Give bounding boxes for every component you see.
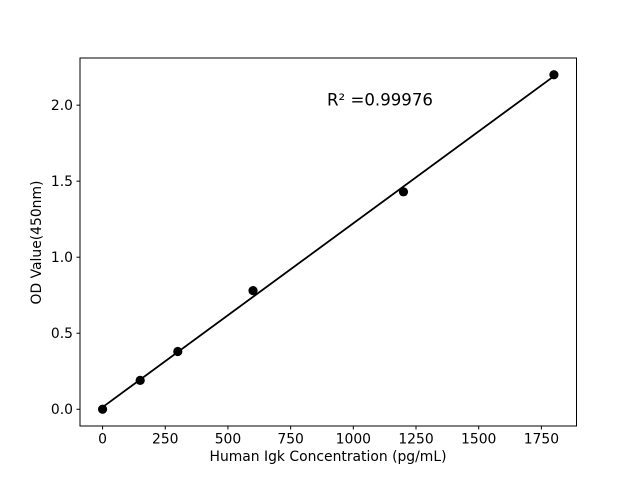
y-tick-label: 1.0 <box>51 250 73 266</box>
data-point <box>97 404 108 414</box>
data-point <box>549 70 559 80</box>
x-tick-label: 0 <box>98 432 107 448</box>
x-tick-label: 750 <box>277 432 304 448</box>
x-tick-label: 1250 <box>398 432 433 448</box>
y-tick-label: 2.0 <box>51 98 73 114</box>
x-tick-label: 250 <box>152 432 179 448</box>
data-point <box>173 346 183 357</box>
axes-frame <box>79 57 577 427</box>
y-axis-label: OD Value(450nm) <box>29 181 45 305</box>
data-point <box>135 375 145 385</box>
data-point <box>248 286 258 296</box>
y-tick-label: 0.0 <box>51 402 73 418</box>
data-point <box>398 187 409 197</box>
y-tick-label: 1.5 <box>51 174 73 190</box>
x-tick-label: 500 <box>215 432 242 448</box>
x-axis-label: Human Igk Concentration (pg/mL) <box>210 449 447 465</box>
y-tick-label: 0.5 <box>51 326 73 342</box>
plot-area: 0 250 500 750 1000 1250 1500 1750 0.0 0.5 1.0 1.5 2.… <box>51 57 577 448</box>
fit-line <box>101 75 555 409</box>
x-tick-label: 1000 <box>336 432 371 448</box>
x-tick-label: 1750 <box>524 432 559 448</box>
x-tick-label: 1500 <box>461 432 496 448</box>
r-squared-annotation: R² =0.99976 <box>327 91 433 110</box>
